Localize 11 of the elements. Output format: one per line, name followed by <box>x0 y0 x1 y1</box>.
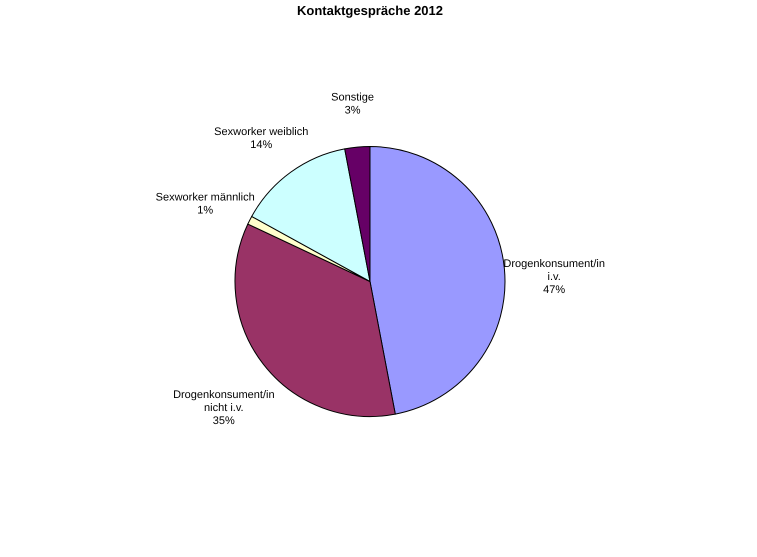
slice-label: Sonstige <box>331 91 374 104</box>
data-label: 14% <box>250 138 272 151</box>
data-label: 3% <box>344 104 361 116</box>
slice-label: Sexworker weiblich <box>214 126 308 138</box>
data-label: 35% <box>212 414 236 427</box>
data-label: 1% <box>197 204 214 217</box>
slice-label: Drogenkonsument/in nicht i.v. <box>173 388 275 414</box>
slice-label: Drogenkonsument/in i.v. <box>503 258 605 284</box>
data-label: 47% <box>543 284 566 296</box>
slice-label: Sexworker männlich <box>156 192 255 204</box>
chart-title: Kontaktgespräche 2012 <box>297 3 443 18</box>
